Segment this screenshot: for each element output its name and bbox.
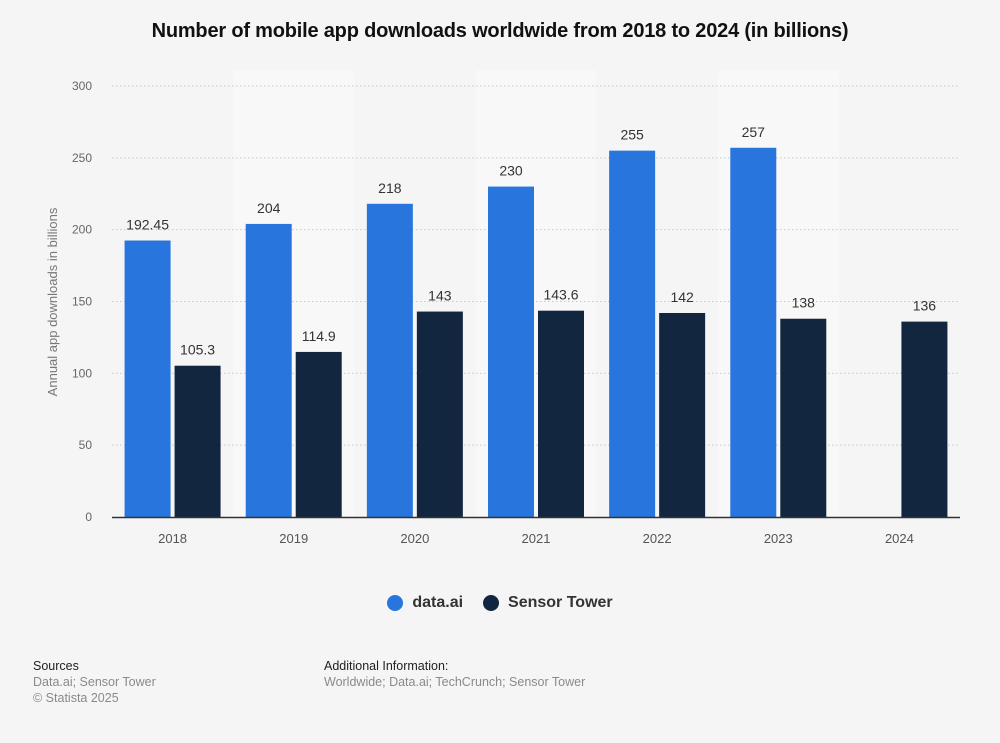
data-label: 136 <box>913 298 937 314</box>
copyright: © Statista 2025 <box>33 691 119 705</box>
x-axis-ticks: 2018 2019 2020 2021 2022 2023 2024 <box>158 531 914 546</box>
additional-info-heading: Additional Information: <box>324 659 449 673</box>
data-label: 204 <box>257 200 281 216</box>
y-tick-label: 100 <box>72 366 92 380</box>
data-labels: 192.45 105.3 204 114.9 218 143 230 143.6 255 142 2… <box>126 124 936 358</box>
bar-data-ai-2021[interactable] <box>488 186 534 518</box>
legend-item-data-ai[interactable]: data.ai <box>387 594 463 612</box>
data-label: 192.45 <box>126 217 169 233</box>
legend-dot-data-ai <box>387 595 404 611</box>
bar-chart: 0 50 100 150 200 250 300 192.45 105.3 204 114.9 21… <box>45 79 960 546</box>
bar-sensor-tower-2022[interactable] <box>659 312 706 517</box>
data-label: 142 <box>670 289 694 305</box>
legend-label-data-ai: data.ai <box>412 594 464 611</box>
y-tick-label: 150 <box>72 295 92 309</box>
bar-sensor-tower-2023[interactable] <box>780 318 827 517</box>
y-tick-label: 250 <box>72 151 92 165</box>
data-label: 257 <box>742 124 766 140</box>
y-tick-label: 50 <box>79 438 93 452</box>
y-tick-label: 0 <box>85 510 92 524</box>
x-tick-label: 2022 <box>643 531 672 546</box>
data-label: 138 <box>792 295 816 311</box>
bar-data-ai-2020[interactable] <box>366 203 413 517</box>
sources-heading: Sources <box>33 659 79 673</box>
x-tick-label: 2019 <box>279 531 308 546</box>
bar-sensor-tower-2024[interactable] <box>901 321 948 517</box>
additional-info-block: Additional Information: Worldwide; Data.… <box>324 658 585 690</box>
legend: data.ai Sensor Tower <box>0 594 1000 612</box>
bar-data-ai-2019[interactable] <box>245 223 292 518</box>
additional-info-text: Worldwide; Data.ai; TechCrunch; Sensor T… <box>324 675 586 689</box>
x-tick-label: 2024 <box>885 531 914 546</box>
data-label: 143.6 <box>543 287 578 303</box>
bar-data-ai-2018[interactable] <box>124 240 171 518</box>
legend-item-sensor-tower[interactable]: Sensor Tower <box>483 594 613 612</box>
bar-sensor-tower-2020[interactable] <box>416 311 463 517</box>
y-tick-label: 200 <box>72 223 92 237</box>
x-tick-label: 2018 <box>158 531 187 546</box>
bars <box>124 147 948 518</box>
bar-data-ai-2023[interactable] <box>730 147 777 517</box>
sources-block: Sources Data.ai; Sensor Tower © Statista… <box>33 658 156 706</box>
bar-data-ai-2022[interactable] <box>609 150 656 517</box>
data-label: 218 <box>378 180 402 196</box>
y-axis-ticks: 0 50 100 150 200 250 300 <box>72 79 92 524</box>
legend-label-sensor-tower: Sensor Tower <box>508 594 613 611</box>
sources-text[interactable]: Data.ai; Sensor Tower <box>33 675 156 689</box>
legend-dot-sensor-tower <box>483 595 500 611</box>
y-axis-label: Annual app downloads in billions <box>45 207 60 396</box>
data-label: 105.3 <box>180 342 215 358</box>
x-tick-label: 2023 <box>764 531 793 546</box>
bar-sensor-tower-2021[interactable] <box>538 310 584 517</box>
data-label: 230 <box>499 163 523 179</box>
data-label: 143 <box>428 288 452 304</box>
y-tick-label: 300 <box>72 79 92 93</box>
chart-title: Number of mobile app downloads worldwide… <box>151 20 849 42</box>
bar-sensor-tower-2019[interactable] <box>295 351 342 517</box>
bar-sensor-tower-2018[interactable] <box>174 365 221 517</box>
data-label: 114.9 <box>302 328 336 344</box>
data-label: 255 <box>620 127 644 143</box>
x-tick-label: 2021 <box>522 531 551 546</box>
x-tick-label: 2020 <box>400 531 429 546</box>
